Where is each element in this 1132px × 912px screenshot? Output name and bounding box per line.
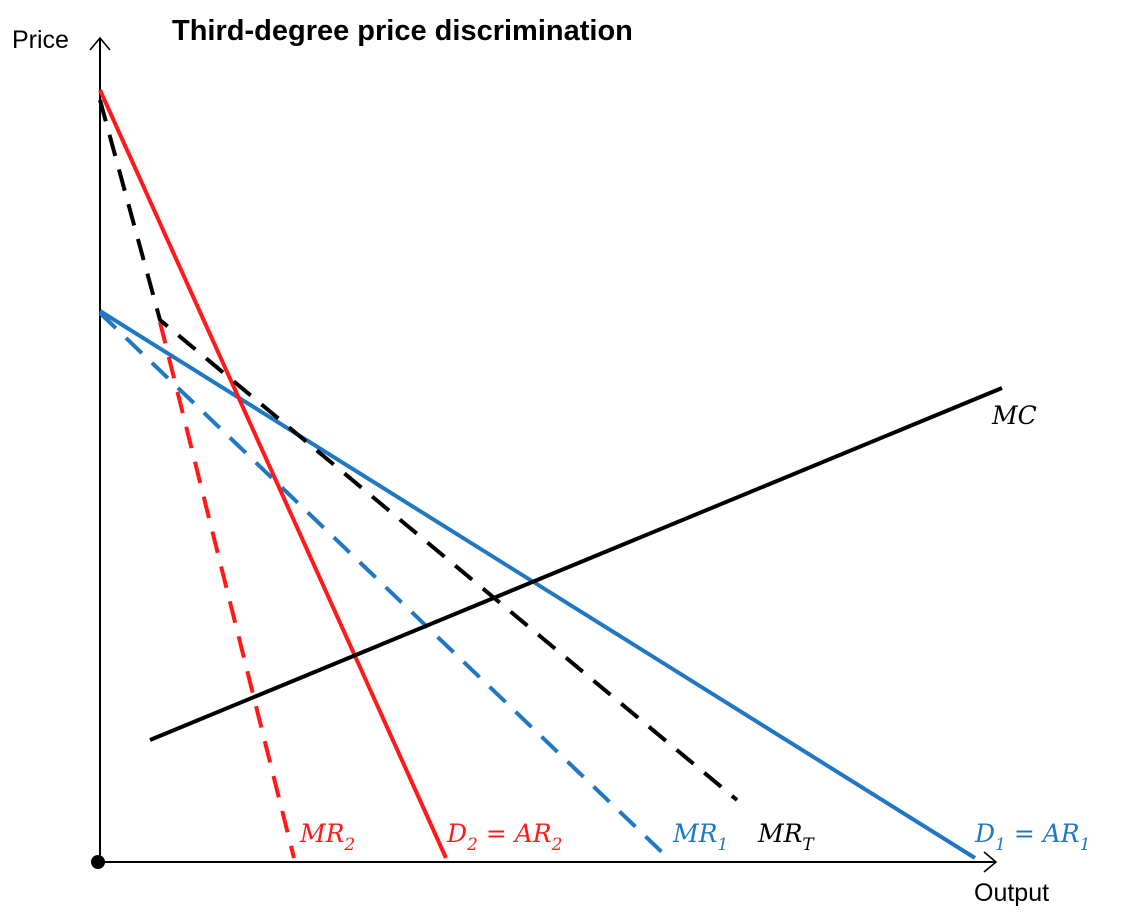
d1-label: D1 = AR1	[974, 819, 1090, 855]
axes	[90, 38, 996, 872]
mr1-label-sub: 1	[717, 835, 728, 855]
d2-label-eq: =	[478, 819, 515, 848]
mc-label-text: MC	[991, 401, 1037, 430]
mr2-label-main: MR	[299, 819, 344, 848]
mr1-label: MR1	[672, 819, 728, 855]
d1-label-eq: =	[1006, 819, 1043, 848]
d2-label-main2: AR	[513, 819, 552, 848]
mrt-curve	[100, 100, 737, 800]
d1-label-sub2: 1	[1080, 835, 1091, 855]
d2-label-main: D	[446, 819, 467, 848]
d2-label-sub: 2	[466, 835, 478, 855]
curves	[100, 90, 1002, 858]
mr1-label-main: MR	[672, 819, 717, 848]
d2-demand-curve	[100, 90, 446, 858]
mc-label: MC	[991, 401, 1037, 430]
mc-curve	[150, 388, 1002, 740]
diagram-title: Third-degree price discrimination	[172, 15, 633, 47]
d1-demand-curve	[100, 311, 975, 858]
d1-label-main2: AR	[1041, 819, 1080, 848]
mr2-label-sub: 2	[343, 835, 355, 855]
mrt-label-main: MR	[757, 819, 802, 848]
mr1-curve	[100, 313, 668, 858]
x-axis-label: Output	[974, 879, 1049, 907]
mrt-label-sub: T	[802, 835, 815, 855]
mrt-label: MRT	[757, 819, 815, 855]
d2-label-sub2: 2	[551, 835, 563, 855]
d2-label: D2 = AR2	[446, 819, 562, 855]
origin-dot	[91, 855, 105, 869]
d1-label-sub: 1	[995, 835, 1006, 855]
mr2-label: MR2	[299, 819, 355, 855]
d1-label-main: D	[974, 819, 995, 848]
y-axis-label: Price	[12, 26, 69, 54]
mr2-curve	[160, 322, 294, 858]
